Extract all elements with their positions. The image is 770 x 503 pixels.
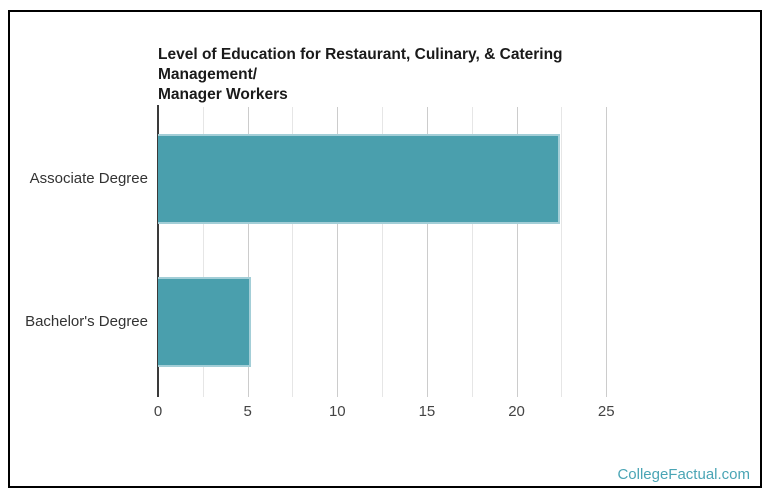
minor-gridline: [202, 107, 204, 397]
minor-gridline: [292, 107, 294, 397]
chart-frame-border: [8, 10, 762, 488]
category-label: Bachelor's Degree: [25, 312, 148, 330]
x-axis-tick-label: 5: [243, 403, 252, 420]
watermark-collegefactual: CollegeFactual.com: [617, 466, 750, 483]
major-gridline: [516, 107, 518, 397]
x-axis-tick-label: 15: [418, 403, 436, 420]
major-gridline: [247, 107, 249, 397]
minor-gridline: [561, 107, 563, 397]
x-axis-tick-label: 20: [508, 403, 525, 420]
plot-area: [157, 105, 660, 397]
x-axis-tick-label: 10: [328, 403, 346, 420]
bar-bachelor-s-degree: [158, 276, 252, 367]
major-gridline: [606, 107, 608, 397]
major-gridline: [337, 107, 339, 397]
bar-associate-degree: [158, 133, 560, 224]
y-axis-line: [157, 105, 159, 397]
minor-gridline: [382, 107, 384, 397]
chart-title-line-1: Level of Education for Restaurant, Culin…: [158, 46, 563, 83]
chart-title: Level of Education for Restaurant, Culin…: [158, 45, 638, 105]
major-gridline: [426, 107, 428, 397]
minor-gridline: [471, 107, 473, 397]
x-axis-tick-label: 0: [153, 403, 163, 420]
x-axis-tick-label: 25: [597, 403, 615, 420]
category-label: Associate Degree: [29, 169, 148, 187]
chart-title-line-2: Manager Workers: [158, 86, 288, 103]
